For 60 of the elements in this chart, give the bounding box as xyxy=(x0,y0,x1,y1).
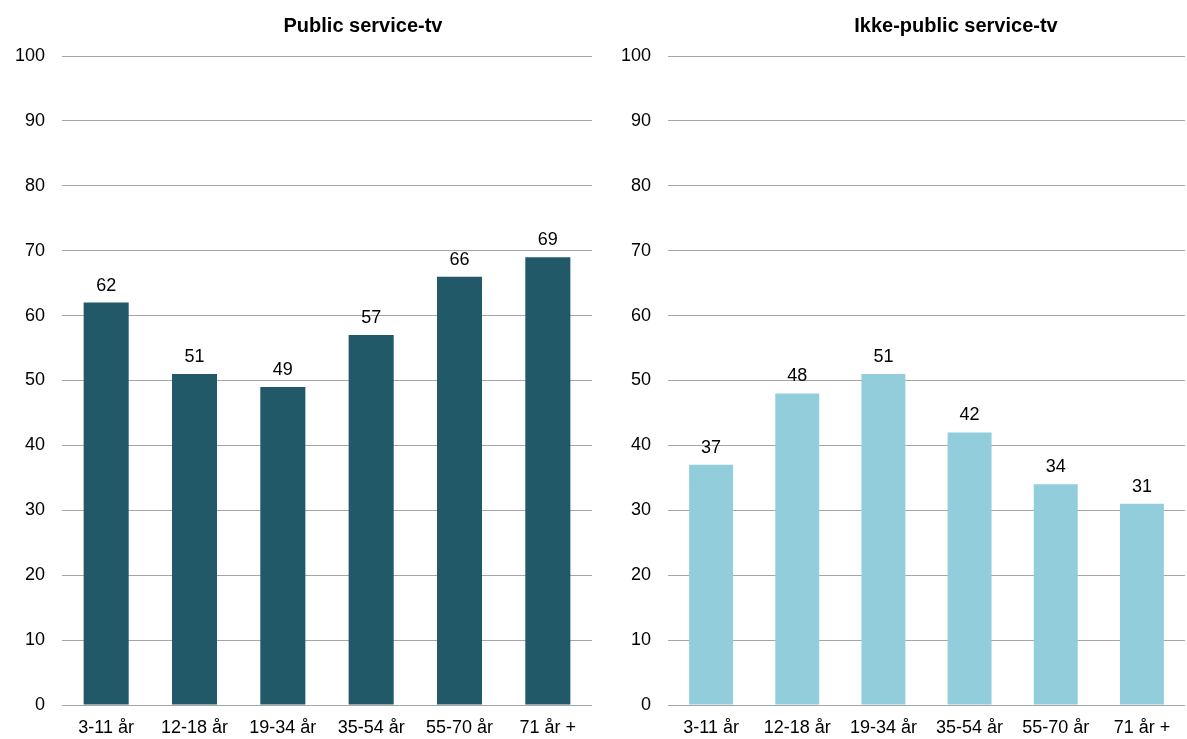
y-tick-label: 30 xyxy=(630,499,651,520)
x-tick-label: 35-54 år xyxy=(337,716,405,737)
y-tick-label: 10 xyxy=(24,629,45,650)
data-label: 49 xyxy=(272,358,293,379)
y-tick-label: 90 xyxy=(24,109,45,130)
data-label: 51 xyxy=(873,345,894,366)
bar xyxy=(436,276,483,705)
y-tick-label: 40 xyxy=(630,434,651,455)
y-tick-label: 70 xyxy=(630,239,651,260)
chart-title: Ikke-public service-tv xyxy=(853,13,1059,38)
y-tick-label: 70 xyxy=(24,239,45,260)
x-tick-label: 12-18 år xyxy=(160,716,229,737)
x-tick-label: 35-54 år xyxy=(936,716,1004,737)
bar xyxy=(525,257,571,705)
data-label: 51 xyxy=(184,345,205,366)
x-tick-label: 55-70 år xyxy=(1022,716,1090,737)
y-tick-label: 50 xyxy=(630,369,651,390)
data-label: 62 xyxy=(96,274,117,295)
y-tick-label: 50 xyxy=(24,369,45,390)
y-tick-label: 80 xyxy=(630,174,651,195)
bar xyxy=(1119,503,1164,705)
y-tick-label: 0 xyxy=(34,693,45,714)
bar xyxy=(83,302,129,705)
y-tick-label: 10 xyxy=(630,629,651,650)
bar xyxy=(171,374,218,705)
y-tick-label: 60 xyxy=(630,304,651,325)
data-label: 48 xyxy=(787,365,808,386)
data-label: 69 xyxy=(537,229,558,250)
y-tick-label: 60 xyxy=(24,304,45,325)
bar xyxy=(1033,484,1078,705)
data-label: 42 xyxy=(959,404,980,425)
y-tick-label: 100 xyxy=(620,44,651,65)
x-tick-label: 3-11 år xyxy=(683,716,739,737)
x-tick-label: 19-34 år xyxy=(249,716,317,737)
y-tick-label: 20 xyxy=(630,564,651,585)
bar xyxy=(260,386,306,705)
bar xyxy=(689,464,734,705)
x-tick-label: 71 år + xyxy=(519,716,577,737)
y-tick-label: 20 xyxy=(24,564,45,585)
x-tick-label: 19-34 år xyxy=(849,716,917,737)
data-label: 34 xyxy=(1045,456,1066,477)
x-tick-label: 3-11 år xyxy=(78,716,135,737)
bar xyxy=(861,374,906,705)
y-tick-label: 40 xyxy=(24,434,45,455)
x-tick-label: 55-70 år xyxy=(425,716,494,737)
y-tick-label: 30 xyxy=(24,499,45,520)
data-label: 66 xyxy=(449,248,470,269)
bar xyxy=(775,393,820,705)
bar xyxy=(947,432,992,705)
data-label: 37 xyxy=(701,436,722,457)
y-tick-label: 0 xyxy=(640,693,651,714)
data-label: 31 xyxy=(1131,475,1152,496)
x-tick-label: 71 år + xyxy=(1113,716,1171,737)
y-tick-label: 90 xyxy=(630,109,651,130)
y-tick-label: 80 xyxy=(24,174,45,195)
bar xyxy=(348,335,394,705)
x-tick-label: 12-18 år xyxy=(763,716,831,737)
data-label: 57 xyxy=(361,307,382,328)
y-tick-label: 100 xyxy=(14,44,45,65)
chart-title: Public service-tv xyxy=(282,13,444,38)
